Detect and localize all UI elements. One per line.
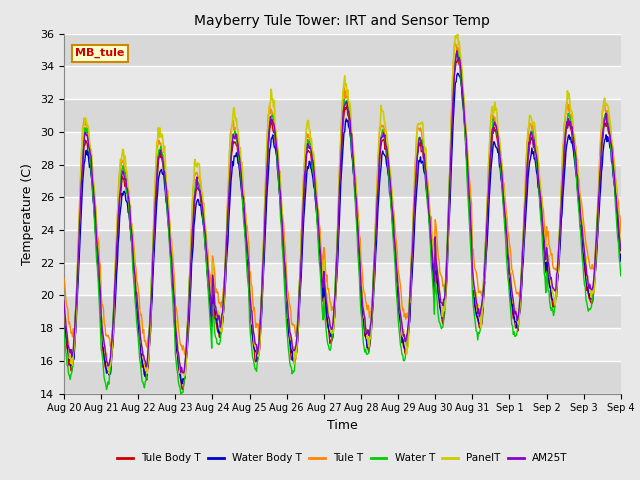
Bar [64,99,621,132]
Bar [64,295,621,328]
X-axis label: Time: Time [327,419,358,432]
Text: MB_tule: MB_tule [75,48,125,58]
Bar [64,132,621,165]
Legend: Tule Body T, Water Body T, Tule T, Water T, PanelT, AM25T: Tule Body T, Water Body T, Tule T, Water… [113,449,572,468]
Bar [64,34,621,66]
Bar [64,66,621,99]
Bar [64,263,621,295]
Bar [64,197,621,230]
Bar [64,230,621,263]
Bar [64,165,621,197]
Title: Mayberry Tule Tower: IRT and Sensor Temp: Mayberry Tule Tower: IRT and Sensor Temp [195,14,490,28]
Y-axis label: Temperature (C): Temperature (C) [22,163,35,264]
Bar [64,328,621,361]
Bar [64,361,621,394]
